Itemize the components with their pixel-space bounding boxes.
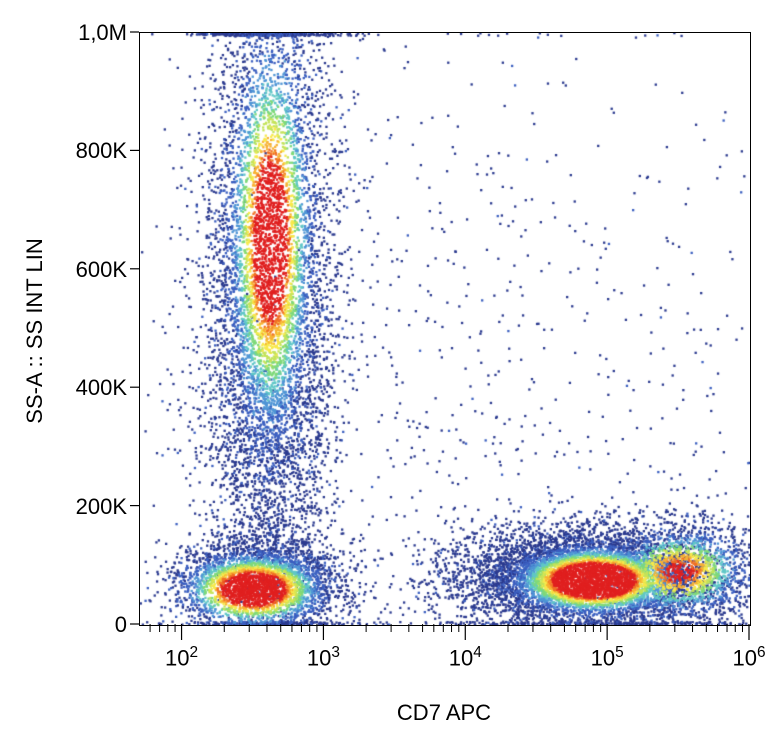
x-tick-label: 106 <box>719 644 779 671</box>
x-tick-label: 104 <box>435 644 495 671</box>
y-tick-label: 600K <box>0 257 127 283</box>
chart-container: { "chart": { "type": "scatter-density", … <box>0 0 781 735</box>
y-tick-label: 800K <box>0 138 127 164</box>
y-axis-label: SS-A :: SS INT LIN <box>22 206 48 456</box>
y-tick-label: 1,0M <box>0 20 127 46</box>
x-tick-label: 105 <box>577 644 637 671</box>
x-tick-label: 103 <box>293 644 353 671</box>
plot-area <box>139 32 751 626</box>
y-tick-label: 400K <box>0 375 127 401</box>
x-tick-label: 102 <box>152 644 212 671</box>
scatter-canvas <box>140 33 750 625</box>
y-tick-label: 200K <box>0 494 127 520</box>
y-tick-label: 0 <box>0 612 127 638</box>
x-axis-label: CD7 APC <box>139 700 749 726</box>
